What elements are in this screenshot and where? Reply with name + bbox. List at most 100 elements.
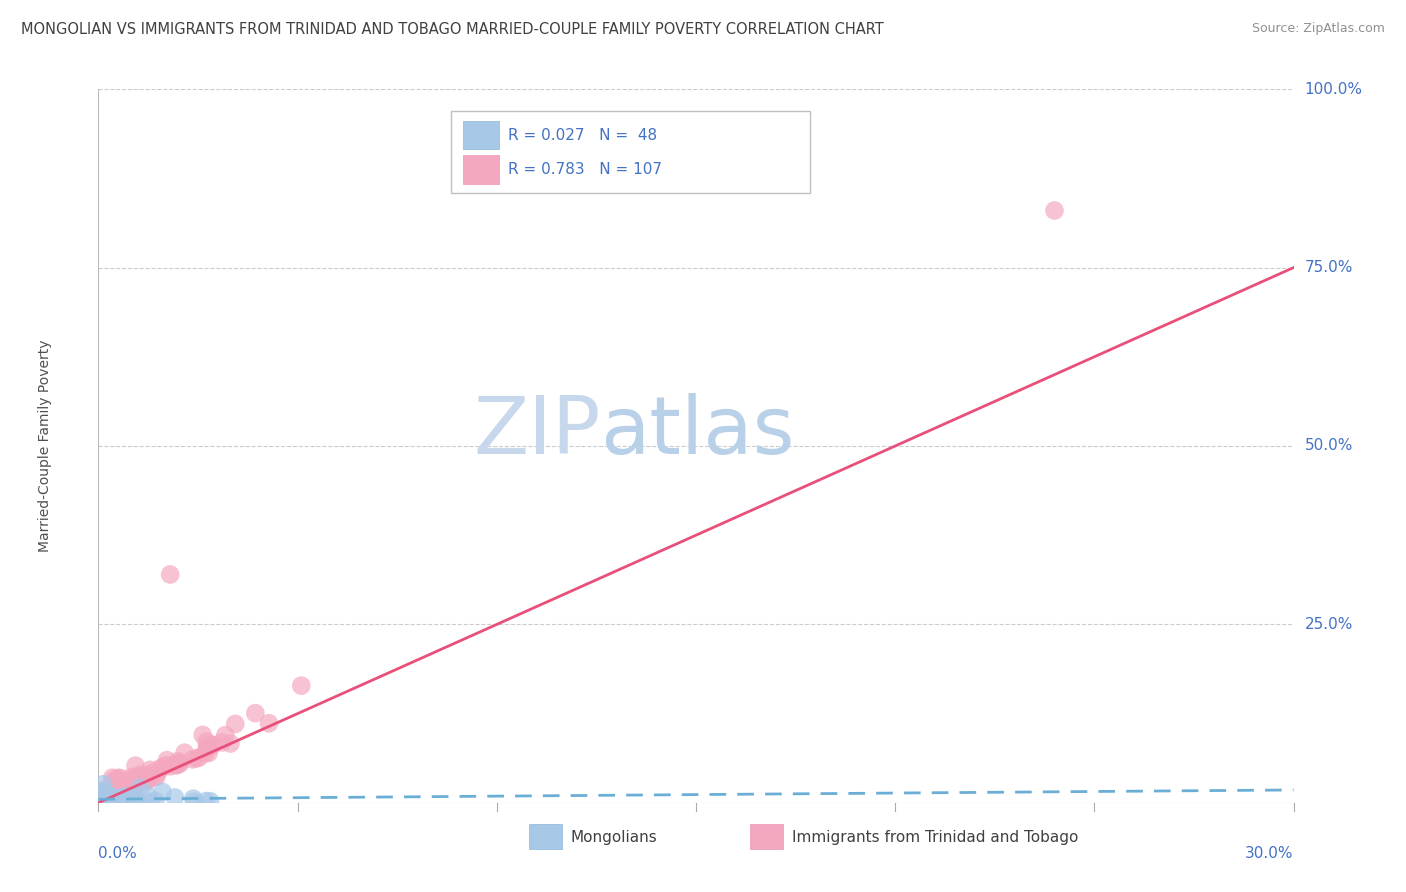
Point — [186, 751, 208, 765]
Text: Source: ZipAtlas.com: Source: ZipAtlas.com — [1251, 22, 1385, 36]
Point — [107, 782, 129, 797]
Point — [98, 789, 121, 804]
Text: MONGOLIAN VS IMMIGRANTS FROM TRINIDAD AND TOBAGO MARRIED-COUPLE FAMILY POVERTY C: MONGOLIAN VS IMMIGRANTS FROM TRINIDAD AN… — [21, 22, 884, 37]
Point — [108, 782, 131, 797]
Point — [132, 773, 155, 788]
Point — [127, 778, 149, 792]
Point — [87, 796, 110, 810]
Point — [165, 758, 187, 772]
Point — [91, 785, 114, 799]
Point — [93, 791, 115, 805]
Point — [121, 779, 143, 793]
Point — [100, 784, 122, 798]
Point — [105, 773, 128, 788]
Point — [211, 735, 233, 749]
Point — [290, 679, 312, 693]
Point — [96, 790, 118, 805]
Point — [127, 795, 149, 809]
Point — [89, 796, 111, 810]
Point — [98, 794, 121, 808]
Point — [139, 763, 162, 777]
Point — [214, 728, 236, 742]
Point — [105, 787, 128, 801]
Point — [111, 792, 134, 806]
Point — [100, 782, 122, 797]
Point — [129, 767, 152, 781]
Point — [89, 789, 111, 803]
Point — [112, 784, 135, 798]
Point — [166, 755, 188, 769]
Text: R = 0.027   N =  48: R = 0.027 N = 48 — [509, 128, 658, 143]
Point — [98, 794, 121, 808]
Point — [117, 796, 139, 810]
Point — [124, 790, 146, 805]
Point — [104, 780, 127, 795]
Point — [100, 789, 122, 803]
Point — [195, 734, 218, 748]
Point — [101, 771, 124, 785]
Point — [105, 795, 128, 809]
Point — [143, 770, 166, 784]
Point — [121, 772, 143, 786]
Point — [93, 786, 115, 800]
Point — [104, 786, 127, 800]
Point — [110, 790, 132, 805]
Text: Immigrants from Trinidad and Tobago: Immigrants from Trinidad and Tobago — [792, 830, 1078, 845]
Text: 50.0%: 50.0% — [1305, 439, 1353, 453]
Bar — [463, 155, 499, 184]
Point — [110, 779, 132, 793]
Point — [94, 790, 117, 805]
Point — [112, 783, 135, 797]
Point — [101, 795, 124, 809]
Point — [201, 738, 224, 752]
Text: R = 0.783   N = 107: R = 0.783 N = 107 — [509, 162, 662, 178]
Point — [101, 789, 124, 804]
Point — [169, 756, 191, 770]
Point — [101, 783, 124, 797]
Point — [149, 762, 172, 776]
Point — [187, 750, 209, 764]
Point — [108, 771, 131, 785]
Point — [100, 778, 122, 792]
Point — [108, 793, 131, 807]
Point — [105, 773, 128, 788]
Point — [122, 777, 145, 791]
Point — [141, 765, 163, 780]
Point — [94, 792, 117, 806]
Point — [173, 746, 195, 760]
Text: 0.0%: 0.0% — [98, 846, 138, 861]
Point — [89, 784, 111, 798]
Point — [135, 770, 157, 784]
Point — [152, 785, 174, 799]
Point — [100, 781, 122, 796]
Text: Mongolians: Mongolians — [571, 830, 657, 845]
Point — [107, 782, 129, 797]
Point — [124, 770, 146, 784]
Point — [124, 758, 146, 772]
Text: 100.0%: 100.0% — [1305, 82, 1362, 96]
Point — [105, 781, 128, 796]
Point — [91, 787, 114, 801]
Point — [89, 795, 111, 809]
Point — [107, 796, 129, 810]
Point — [100, 785, 122, 799]
Point — [105, 791, 128, 805]
Point — [245, 706, 267, 720]
Point — [224, 717, 246, 731]
Point — [94, 794, 117, 808]
Point — [201, 738, 224, 752]
Point — [100, 789, 122, 803]
Point — [135, 774, 157, 789]
Text: 25.0%: 25.0% — [1305, 617, 1353, 632]
Point — [136, 772, 159, 786]
Point — [149, 761, 172, 775]
Point — [93, 784, 115, 798]
Point — [91, 777, 114, 791]
Point — [195, 739, 218, 754]
Point — [103, 773, 125, 788]
Point — [129, 780, 152, 795]
Point — [257, 716, 280, 731]
Point — [141, 768, 163, 782]
Point — [97, 789, 120, 804]
Point — [90, 790, 112, 805]
